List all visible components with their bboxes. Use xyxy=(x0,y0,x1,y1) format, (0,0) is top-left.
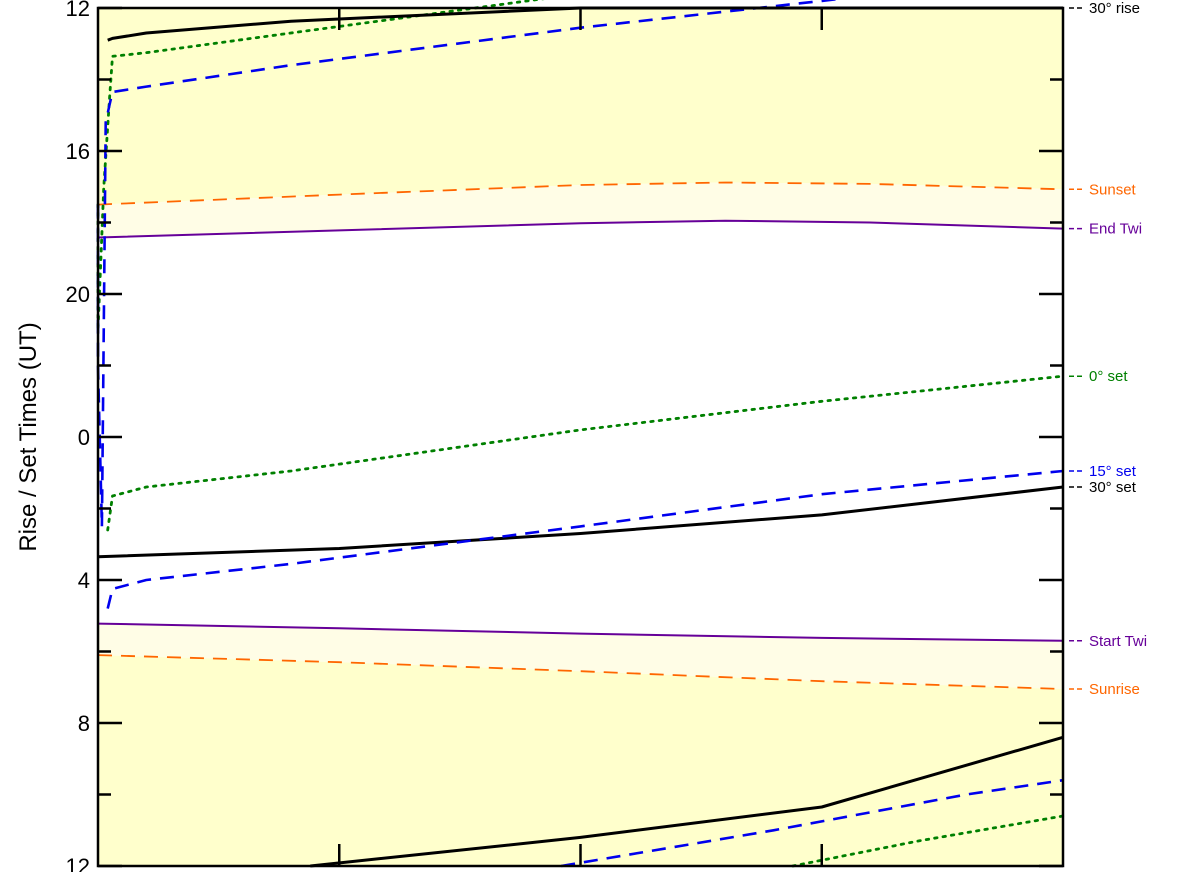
twilight-band-morning xyxy=(98,623,1063,689)
series-label-0-set: 0° set xyxy=(1069,368,1128,385)
y-tick-label: 16 xyxy=(66,139,90,164)
series-label-30-rise: 30° rise xyxy=(1069,0,1140,17)
y-tick-label: 20 xyxy=(66,282,90,307)
label-text: Sunset xyxy=(1089,181,1137,198)
series-label-15-set: 15° set xyxy=(1069,463,1137,480)
y-tick-labels: 12 16 20 0 4 8 12 xyxy=(66,0,90,872)
y-tick-label: 4 xyxy=(78,568,90,593)
series-label-end-twi: End Twi xyxy=(1069,221,1142,238)
series-label-30-set: 30° set xyxy=(1069,479,1137,496)
label-text: 30° rise xyxy=(1089,0,1140,17)
curve-alt30-10 xyxy=(310,735,1064,868)
curve-start-twi xyxy=(97,622,1064,642)
label-text: 0° set xyxy=(1089,368,1128,385)
day-shade-top xyxy=(98,8,1063,205)
series-label-start-twi: Start Twi xyxy=(1069,633,1147,650)
twilight-band-evening xyxy=(98,182,1063,238)
label-text: 30° set xyxy=(1089,479,1137,496)
y-tick-label: 0 xyxy=(78,425,90,450)
label-text: Sunrise xyxy=(1089,681,1140,698)
y-tick-label: 8 xyxy=(78,711,90,736)
series-label-sunset: Sunset xyxy=(1069,181,1137,198)
curve-alt0-12 xyxy=(791,814,1065,868)
label-text: Start Twi xyxy=(1089,633,1147,650)
label-text: End Twi xyxy=(1089,221,1142,238)
curve-0-set xyxy=(106,374,1065,532)
series-label-sunrise: Sunrise xyxy=(1069,681,1140,698)
curve-15-set xyxy=(106,469,1064,609)
y-tick-label: 12 xyxy=(66,854,90,872)
label-text: 15° set xyxy=(1089,463,1137,480)
curve-sunset xyxy=(97,181,1064,206)
curve-30-set xyxy=(97,485,1064,559)
y-axis-label: Rise / Set Times (UT) xyxy=(15,322,42,551)
curve-end-twi xyxy=(97,219,1064,239)
curve-alt15-11 xyxy=(560,778,1064,868)
day-shade-bottom xyxy=(98,655,1063,866)
night-shading xyxy=(98,8,1063,866)
y-tick-label: 12 xyxy=(66,0,90,21)
axis-ticks xyxy=(98,6,1063,868)
